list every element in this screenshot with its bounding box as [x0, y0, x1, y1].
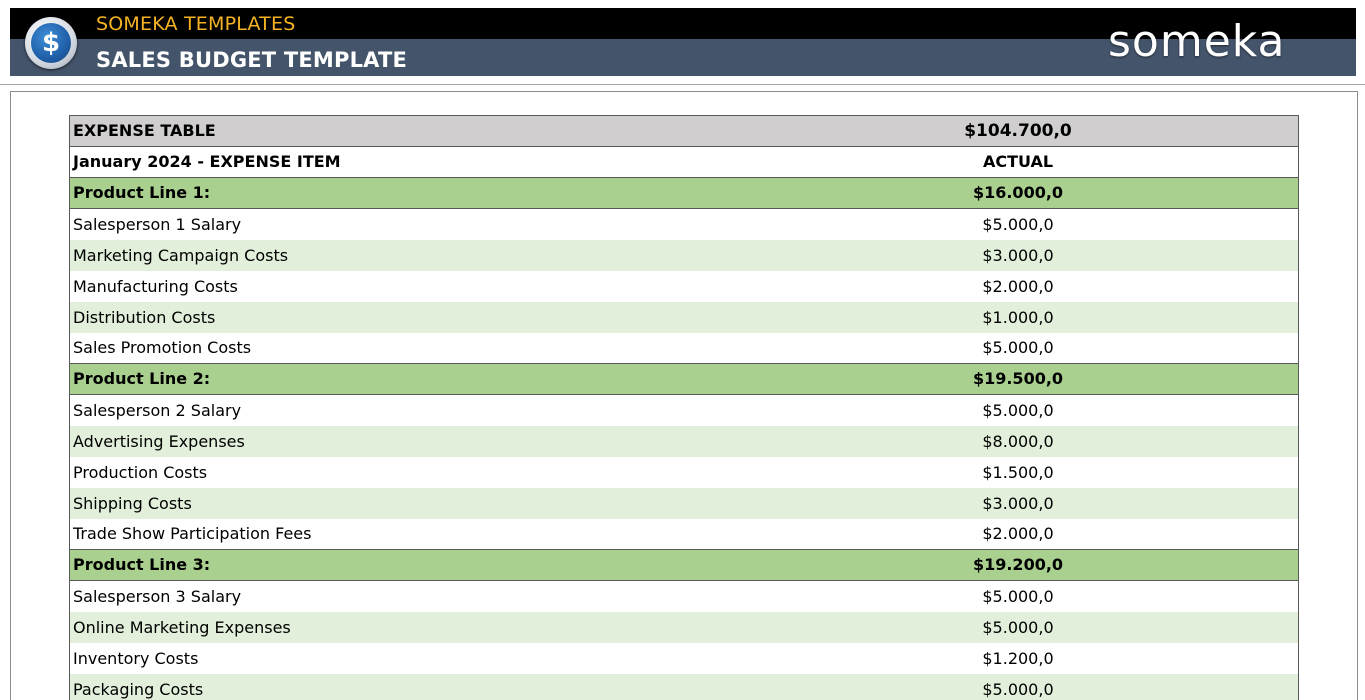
group-row-product-line-1[interactable]: Product Line 1: $16.000,0 [70, 178, 1298, 209]
table-row[interactable]: Manufacturing Costs $2.000,0 [70, 271, 1298, 302]
someka-logo[interactable]: someka [1108, 16, 1286, 67]
brand-title: SOMEKA TEMPLATES [96, 13, 296, 35]
dollar-coin-icon: $ [25, 17, 77, 69]
expense-item-value: $1.200,0 [982, 649, 1054, 668]
expense-item-label: Distribution Costs [73, 308, 216, 327]
table-row[interactable]: Trade Show Participation Fees $2.000,0 [70, 519, 1298, 550]
column-header-actual: ACTUAL [982, 152, 1054, 171]
group-total: $19.200,0 [972, 555, 1064, 574]
expense-table: EXPENSE TABLE $104.700,0 January 2024 - … [69, 115, 1299, 700]
group-total: $16.000,0 [972, 183, 1064, 202]
expense-item-value: $2.000,0 [982, 524, 1054, 543]
expense-item-label: Inventory Costs [73, 649, 199, 668]
table-title-row[interactable]: EXPENSE TABLE $104.700,0 [70, 116, 1298, 147]
expense-item-label: Salesperson 2 Salary [73, 401, 242, 420]
expense-item-value: $5.000,0 [982, 618, 1054, 637]
table-row[interactable]: Salesperson 3 Salary $5.000,0 [70, 581, 1298, 612]
table-row[interactable]: Salesperson 1 Salary $5.000,0 [70, 209, 1298, 240]
table-row[interactable]: Sales Promotion Costs $5.000,0 [70, 333, 1298, 364]
table-row[interactable]: Inventory Costs $1.200,0 [70, 643, 1298, 674]
table-row[interactable]: Production Costs $1.500,0 [70, 457, 1298, 488]
table-title: EXPENSE TABLE [73, 121, 216, 140]
expense-item-label: Salesperson 1 Salary [73, 215, 242, 234]
table-row[interactable]: Packaging Costs $5.000,0 [70, 674, 1298, 700]
expense-item-label: Sales Promotion Costs [73, 338, 252, 357]
dollar-coin-symbol: $ [31, 23, 71, 63]
table-row[interactable]: Marketing Campaign Costs $3.000,0 [70, 240, 1298, 271]
expense-item-value: $1.000,0 [982, 308, 1054, 327]
header-banner: $ SOMEKA TEMPLATES SALES BUDGET TEMPLATE… [10, 8, 1356, 76]
expense-item-value: $5.000,0 [982, 215, 1054, 234]
table-total: $104.700,0 [964, 121, 1072, 141]
page-title: SALES BUDGET TEMPLATE [96, 48, 408, 72]
table-row[interactable]: Shipping Costs $3.000,0 [70, 488, 1298, 519]
expense-item-value: $5.000,0 [982, 587, 1054, 606]
header-divider [0, 84, 1365, 85]
expense-item-label: Trade Show Participation Fees [73, 524, 312, 543]
expense-item-value: $2.000,0 [982, 277, 1054, 296]
group-label: Product Line 2: [73, 369, 211, 388]
expense-item-label: Online Marketing Expenses [73, 618, 291, 637]
column-header-row[interactable]: January 2024 - EXPENSE ITEM ACTUAL [70, 147, 1298, 178]
group-total: $19.500,0 [972, 369, 1064, 388]
expense-item-label: Shipping Costs [73, 494, 192, 513]
expense-item-label: Packaging Costs [73, 680, 204, 699]
header-top-strip [10, 8, 1356, 39]
group-row-product-line-3[interactable]: Product Line 3: $19.200,0 [70, 550, 1298, 581]
group-row-product-line-2[interactable]: Product Line 2: $19.500,0 [70, 364, 1298, 395]
expense-item-value: $3.000,0 [982, 246, 1054, 265]
table-row[interactable]: Online Marketing Expenses $5.000,0 [70, 612, 1298, 643]
expense-item-label: Manufacturing Costs [73, 277, 238, 296]
expense-item-label: Salesperson 3 Salary [73, 587, 242, 606]
expense-item-value: $5.000,0 [982, 680, 1054, 699]
expense-item-value: $5.000,0 [982, 401, 1054, 420]
expense-item-value: $3.000,0 [982, 494, 1054, 513]
expense-item-value: $5.000,0 [982, 338, 1054, 357]
table-row[interactable]: Advertising Expenses $8.000,0 [70, 426, 1298, 457]
expense-item-label: Marketing Campaign Costs [73, 246, 289, 265]
expense-item-label: Advertising Expenses [73, 432, 245, 451]
group-label: Product Line 1: [73, 183, 211, 202]
table-row[interactable]: Distribution Costs $1.000,0 [70, 302, 1298, 333]
expense-item-value: $8.000,0 [982, 432, 1054, 451]
expense-item-label: Production Costs [73, 463, 208, 482]
column-header-item: January 2024 - EXPENSE ITEM [73, 152, 341, 171]
table-row[interactable]: Salesperson 2 Salary $5.000,0 [70, 395, 1298, 426]
group-label: Product Line 3: [73, 555, 211, 574]
expense-item-value: $1.500,0 [982, 463, 1054, 482]
